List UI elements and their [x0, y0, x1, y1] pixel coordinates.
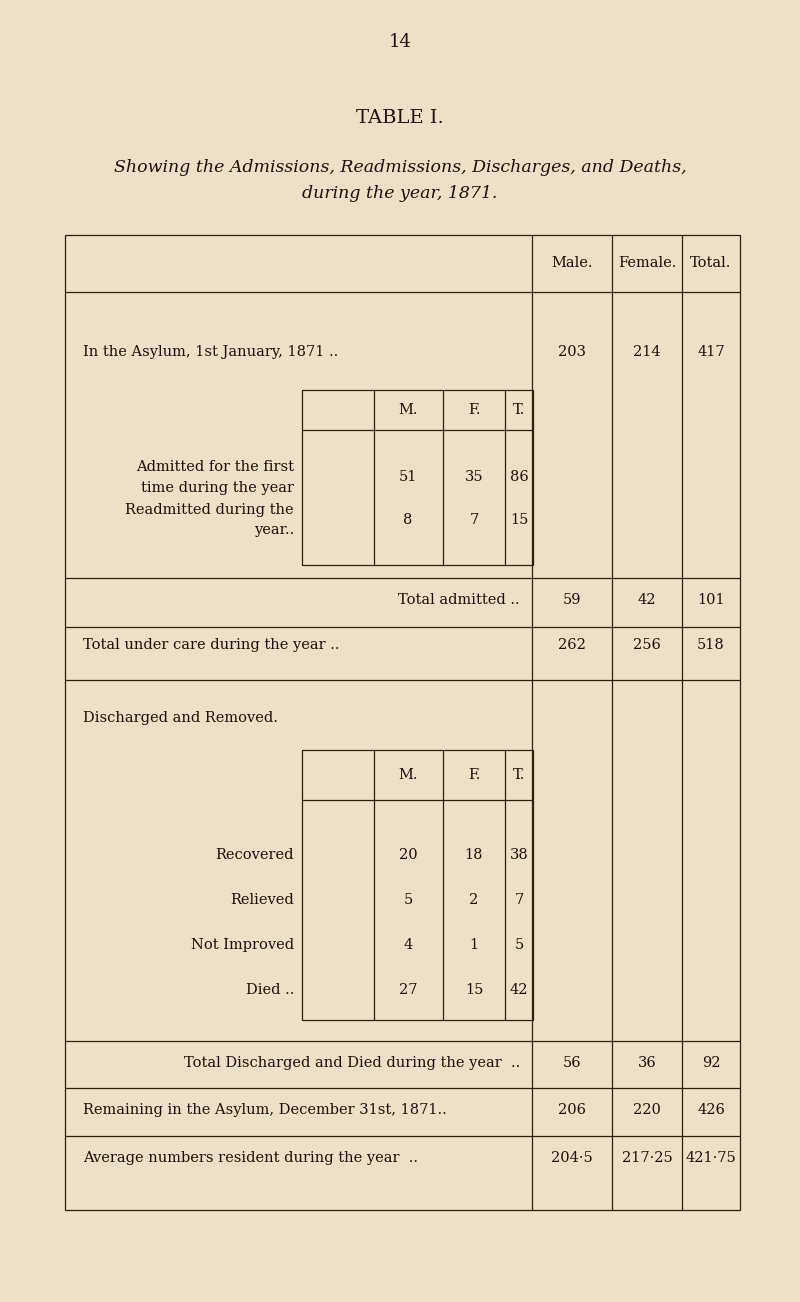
Text: 217·25: 217·25 — [622, 1151, 672, 1165]
Text: Remaining in the Asylum, December 31st, 1871..: Remaining in the Asylum, December 31st, … — [83, 1103, 446, 1117]
Text: 8: 8 — [403, 513, 413, 527]
Text: Showing the Admissions, Readmissions, Discharges, and Deaths,: Showing the Admissions, Readmissions, Di… — [114, 159, 686, 176]
Text: 35: 35 — [465, 470, 483, 484]
Text: 262: 262 — [558, 638, 586, 652]
Text: 206: 206 — [558, 1103, 586, 1117]
Bar — [65, 234, 740, 1210]
Text: 203: 203 — [558, 345, 586, 359]
Text: 51: 51 — [399, 470, 417, 484]
Text: M.: M. — [398, 404, 418, 417]
Text: 42: 42 — [510, 983, 528, 997]
Text: year..: year.. — [254, 523, 294, 536]
Text: Total.: Total. — [690, 256, 732, 270]
Text: 2: 2 — [470, 893, 478, 907]
Text: 417: 417 — [697, 345, 725, 359]
Text: 5: 5 — [514, 937, 524, 952]
Text: 7: 7 — [514, 893, 524, 907]
Text: F.: F. — [468, 404, 480, 417]
Text: Total admitted ..: Total admitted .. — [398, 592, 520, 607]
Text: 20: 20 — [398, 848, 418, 862]
Text: 1: 1 — [470, 937, 478, 952]
Text: Died ..: Died .. — [246, 983, 294, 997]
Text: Average numbers resident during the year  ..: Average numbers resident during the year… — [83, 1151, 418, 1165]
Text: Discharged and Removed.: Discharged and Removed. — [83, 711, 278, 725]
Text: 15: 15 — [510, 513, 528, 527]
Text: during the year, 1871.: during the year, 1871. — [302, 185, 498, 202]
Text: Total under care during the year ..: Total under care during the year .. — [83, 638, 339, 652]
Text: Total Discharged and Died during the year  ..: Total Discharged and Died during the yea… — [184, 1056, 520, 1070]
Text: 15: 15 — [465, 983, 483, 997]
Text: 5: 5 — [403, 893, 413, 907]
Text: 27: 27 — [398, 983, 418, 997]
Text: 14: 14 — [389, 33, 411, 51]
Text: M.: M. — [398, 768, 418, 783]
Text: 426: 426 — [697, 1103, 725, 1117]
Text: 101: 101 — [697, 592, 725, 607]
Text: 518: 518 — [697, 638, 725, 652]
Text: 86: 86 — [510, 470, 528, 484]
Bar — [302, 750, 533, 1019]
Text: Not Improved: Not Improved — [191, 937, 294, 952]
Text: 18: 18 — [465, 848, 483, 862]
Text: Recovered: Recovered — [215, 848, 294, 862]
Text: T.: T. — [513, 404, 525, 417]
Text: 204·5: 204·5 — [551, 1151, 593, 1165]
Text: 4: 4 — [403, 937, 413, 952]
Text: Relieved: Relieved — [230, 893, 294, 907]
Bar — [302, 391, 533, 565]
Text: 36: 36 — [638, 1056, 656, 1070]
Text: 42: 42 — [638, 592, 656, 607]
Text: time during the year: time during the year — [141, 480, 294, 495]
Text: F.: F. — [468, 768, 480, 783]
Text: 220: 220 — [633, 1103, 661, 1117]
Text: 92: 92 — [702, 1056, 720, 1070]
Text: T.: T. — [513, 768, 525, 783]
Text: Female.: Female. — [618, 256, 676, 270]
Text: 56: 56 — [562, 1056, 582, 1070]
Text: In the Asylum, 1st January, 1871 ..: In the Asylum, 1st January, 1871 .. — [83, 345, 338, 359]
Text: 256: 256 — [633, 638, 661, 652]
Text: 214: 214 — [633, 345, 661, 359]
Text: Male.: Male. — [551, 256, 593, 270]
Text: 38: 38 — [510, 848, 528, 862]
Text: 421·75: 421·75 — [686, 1151, 736, 1165]
Text: Readmitted during the: Readmitted during the — [126, 503, 294, 517]
Text: 7: 7 — [470, 513, 478, 527]
Text: Admitted for the first: Admitted for the first — [136, 460, 294, 474]
Text: TABLE I.: TABLE I. — [356, 109, 444, 128]
Text: 59: 59 — [562, 592, 582, 607]
